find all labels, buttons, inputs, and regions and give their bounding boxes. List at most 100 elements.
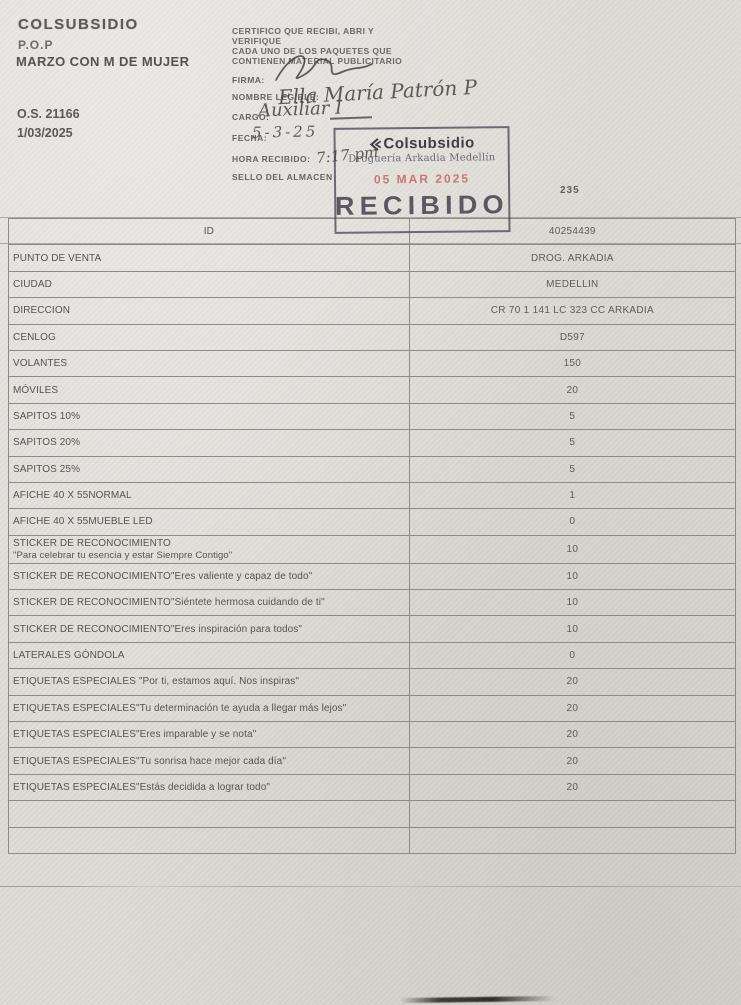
received-stamp: Colsubsidio Droguería Arkadia Medellín 0… — [333, 126, 511, 234]
item-quantity: 40254439 — [548, 226, 596, 238]
paper-fold-line — [0, 886, 741, 887]
item-label: ID — [9, 219, 410, 245]
table-row: ID 40254439 — [9, 219, 735, 245]
item-label: CENLOG — [9, 324, 410, 350]
table-row: MÓVILES 20 — [9, 376, 735, 403]
item-quantity: 20 — [566, 755, 579, 767]
item-label: ETIQUETAS ESPECIALES"Eres imparable y se… — [9, 722, 410, 748]
item-quantity: 20 — [566, 384, 579, 396]
item-quantity: 10 — [566, 543, 579, 555]
items-table: ID 40254439 PUNTO DE VENTA DROG. ARKADIA CIU… — [8, 218, 736, 854]
stamp-status: RECIBIDO — [335, 189, 510, 221]
item-quantity: DROG. ARKADIA — [530, 252, 614, 264]
table-row: ETIQUETAS ESPECIALES"Tu sonrisa hace mej… — [9, 747, 735, 774]
scan-line — [0, 243, 741, 244]
table-row: SAPITOS 25% 5 — [9, 455, 735, 482]
cargo-label: CARGO: — [232, 112, 270, 122]
item-quantity: MEDELLIN — [546, 278, 599, 290]
table-row: CIUDAD MEDELLIN — [9, 270, 735, 298]
item-label: DIRECCION — [9, 298, 410, 324]
item-quantity: 0 — [569, 516, 576, 528]
item-label: ETIQUETAS ESPECIALES"Tu determinación te… — [9, 695, 410, 722]
item-quantity: 20 — [566, 729, 579, 741]
table-row: PUNTO DE VENTA DROG. ARKADIA — [9, 244, 735, 271]
scan-edge-smudge — [399, 995, 556, 1004]
item-quantity: 10 — [566, 597, 579, 609]
item-label: PUNTO DE VENTA — [9, 245, 410, 271]
item-quantity: 20 — [566, 676, 579, 688]
stamp-brand-text: Colsubsidio — [383, 134, 475, 153]
item-quantity — [410, 828, 735, 853]
table-row: SAPITOS 10% 5 — [9, 402, 735, 430]
item-quantity: 10 — [566, 623, 579, 635]
item-label — [9, 801, 410, 827]
item-label: STICKER DE RECONOCIMIENTO"Eres valiente … — [9, 563, 410, 590]
item-label: CIUDAD — [9, 271, 410, 298]
item-quantity: 20 — [566, 702, 579, 714]
table-row: STICKER DE RECONOCIMIENTO"Eres valiente … — [9, 562, 735, 590]
item-label: MÓVILES — [9, 377, 410, 403]
order-number: O.S. 21166 — [17, 107, 80, 121]
signature-icon — [275, 55, 373, 81]
table-row: VOLANTES 150 — [9, 349, 735, 377]
item-label: SAPITOS 25% — [9, 456, 410, 482]
hora-label: HORA RECIBIDO: — [232, 154, 311, 164]
item-label: STICKER DE RECONOCIMIENTO"Eres inspiraci… — [9, 616, 410, 642]
table-row — [9, 826, 735, 853]
program-label: P.O.P — [18, 38, 54, 52]
table-row: LATERALES GÓNDOLA 0 — [9, 641, 735, 669]
stamp-date: 05 MAR 2025 — [373, 171, 471, 187]
table-row — [9, 800, 735, 827]
item-quantity: 150 — [563, 358, 582, 370]
item-label: VOLANTES — [9, 350, 410, 377]
table-row: STICKER DE RECONOCIMIENTO "Para celebrar … — [9, 534, 735, 563]
item-quantity: 5 — [569, 463, 576, 475]
page-reference-number: 235 — [560, 185, 580, 196]
order-date: 1/03/2025 — [17, 126, 73, 140]
item-quantity: 5 — [569, 437, 576, 449]
table-row: SAPITOS 20% 5 — [9, 429, 735, 456]
item-quantity: 10 — [566, 570, 579, 582]
item-label: STICKER DE RECONOCIMIENTO"Siéntete hermo… — [9, 590, 410, 616]
item-sublabel: "Para celebrar tu esencia y estar Siempr… — [13, 549, 233, 561]
table-row: AFICHE 40 X 55NORMAL 1 — [9, 481, 735, 509]
certification-line: CADA UNO DE LOS PAQUETES QUE — [232, 46, 392, 56]
fecha-label: FECHA: — [232, 133, 268, 143]
nombre-label: NOMBRE LEGIBLE: — [232, 92, 320, 102]
sello-label: SELLO DEL ALMACEN — [232, 172, 333, 182]
stamp-store-name: Droguería Arkadia Medellín — [348, 152, 496, 165]
item-quantity: 5 — [569, 410, 576, 422]
item-label: ETIQUETAS ESPECIALES"Tu sonrisa hace mej… — [9, 748, 410, 774]
table-row: STICKER DE RECONOCIMIENTO"Siéntete hermo… — [9, 589, 735, 616]
scan-line — [0, 217, 741, 218]
handwritten-fecha: 5-3-25 — [251, 122, 319, 142]
item-label — [9, 827, 410, 853]
item-label: LATERALES GÓNDOLA — [9, 642, 410, 669]
table-row: ETIQUETAS ESPECIALES"Estás decidida a lo… — [9, 773, 735, 801]
table-row: ETIQUETAS ESPECIALES"Eres imparable y se… — [9, 721, 735, 748]
colsubsidio-logo-icon — [369, 137, 382, 151]
item-quantity — [410, 801, 735, 826]
item-quantity: 20 — [566, 782, 579, 793]
item-quantity: CR 70 1 141 LC 323 CC ARKADIA — [490, 305, 654, 317]
table-row: AFICHE 40 X 55MUEBLE LED 0 — [9, 508, 735, 535]
item-label: AFICHE 40 X 55MUEBLE LED — [9, 509, 410, 535]
pen-stroke — [329, 116, 373, 120]
item-label: STICKER DE RECONOCIMIENTO "Para celebrar … — [9, 535, 410, 563]
item-quantity: 1 — [569, 490, 576, 502]
certification-line: VERIFIQUE — [232, 36, 282, 46]
table-row: DIRECCION CR 70 1 141 LC 323 CC ARKADIA — [9, 297, 735, 324]
item-quantity: D597 — [559, 331, 585, 343]
table-row: ETIQUETAS ESPECIALES"Tu determinación te… — [9, 694, 735, 722]
item-label: ETIQUETAS ESPECIALES "Por ti, estamos aq… — [9, 669, 410, 695]
table-row: CENLOG D597 — [9, 323, 735, 350]
item-label: SAPITOS 10% — [9, 403, 410, 430]
table-row: ETIQUETAS ESPECIALES "Por ti, estamos aq… — [9, 668, 735, 695]
item-label: ETIQUETAS ESPECIALES"Estás decidida a lo… — [9, 774, 410, 801]
item-label: SAPITOS 20% — [9, 430, 410, 456]
item-label: AFICHE 40 X 55NORMAL — [9, 482, 410, 509]
table-row: STICKER DE RECONOCIMIENTO"Eres inspiraci… — [9, 615, 735, 642]
certification-line: CERTIFICO QUE RECIBI, ABRI Y — [232, 26, 375, 36]
stamp-brand-row: Colsubsidio — [368, 134, 475, 152]
